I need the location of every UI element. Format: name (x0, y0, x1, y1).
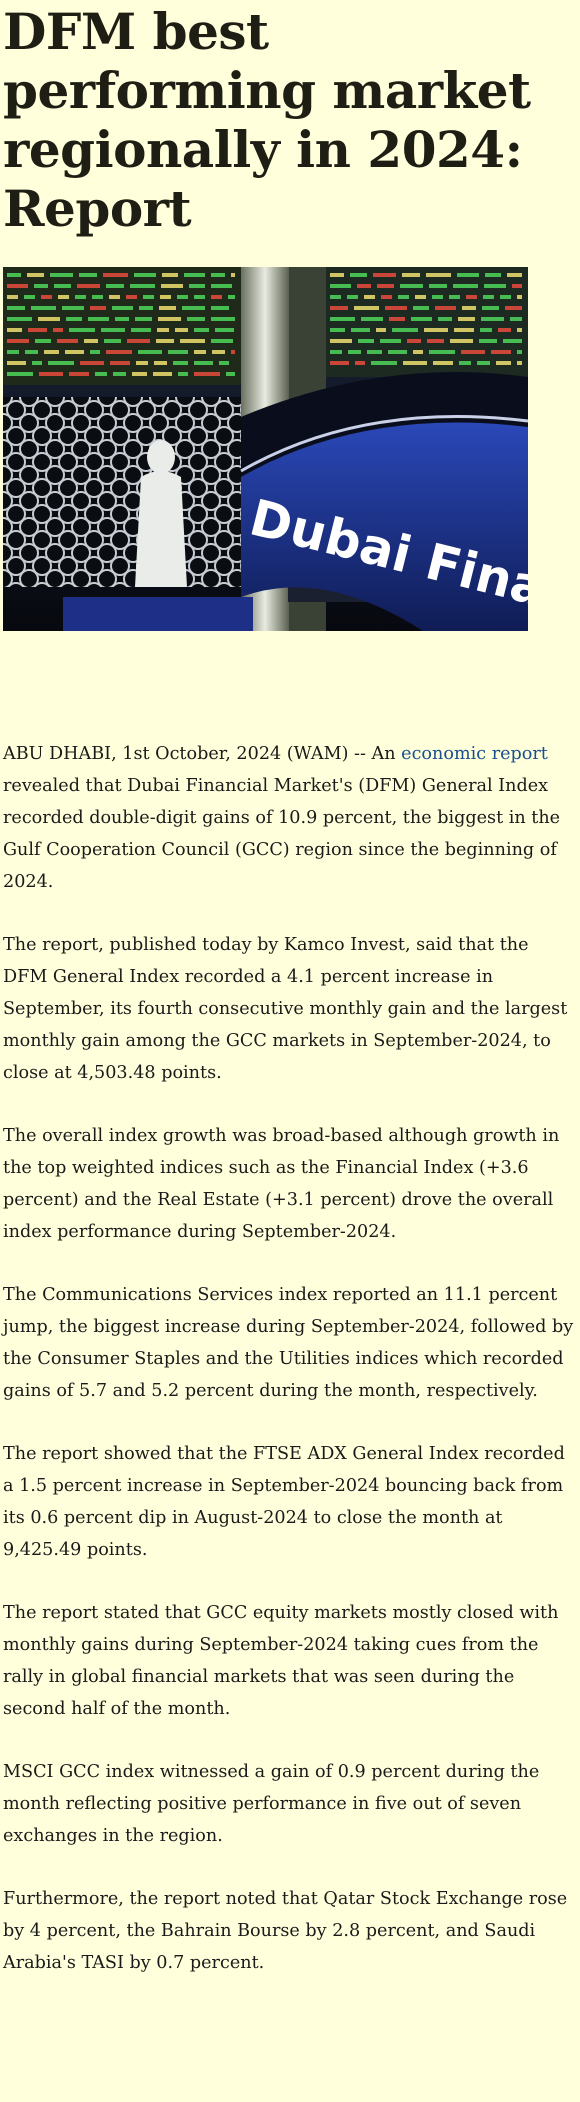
paragraph: The report stated that GCC equity market… (3, 1603, 559, 1719)
paragraph: ABU DHABI, 1st October, 2024 (WAM) -- An… (3, 744, 561, 892)
dubai-financial-sign (241, 422, 528, 631)
article-body: ABU DHABI, 1st October, 2024 (WAM) -- An… (3, 738, 575, 2010)
paragraph: The overall index growth was broad-based… (3, 1126, 560, 1242)
ticker-board-left (3, 267, 241, 385)
ticker-board-right (326, 267, 528, 377)
lattice-screen (3, 397, 243, 587)
paragraph: The report showed that the FTSE ADX Gene… (3, 1444, 565, 1560)
hero-image: Dubai Financial (3, 267, 528, 631)
paragraph: The Communications Services index report… (3, 1285, 574, 1401)
blue-seats (63, 597, 253, 631)
paragraph: Furthermore, the report noted that Qatar… (3, 1889, 568, 1973)
paragraph: The report, published today by Kamco Inv… (3, 935, 568, 1083)
article-headline: DFM best performing market regionally in… (3, 2, 531, 238)
paragraph: MSCI GCC index witnessed a gain of 0.9 p… (3, 1762, 540, 1846)
economic-report-link[interactable]: economic report (401, 744, 548, 764)
trader-figure (135, 440, 187, 587)
